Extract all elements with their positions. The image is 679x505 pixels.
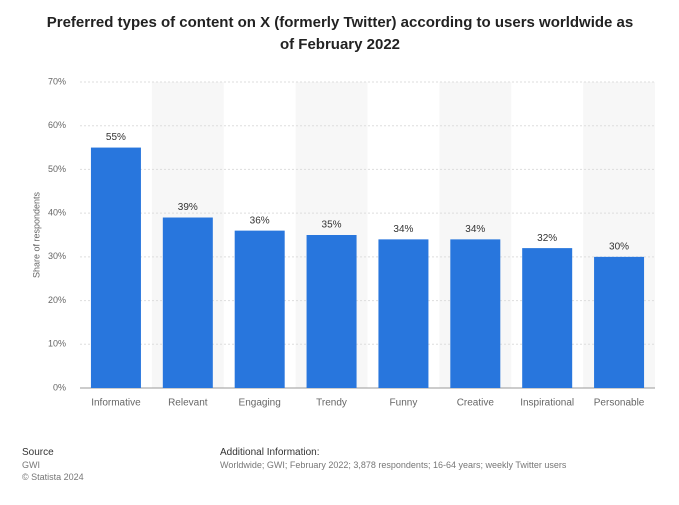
bar xyxy=(306,235,357,388)
chart: Share of respondents 0% 10% 20% 30% 40% 50% 60… xyxy=(31,76,655,409)
y-tick-label: 50% xyxy=(48,164,66,174)
copyright: © Statista 2024 xyxy=(22,472,84,482)
info-label: Additional Information: xyxy=(220,447,320,458)
source-block: Source GWI © Statista 2024 xyxy=(22,447,84,483)
value-label: 34% xyxy=(465,224,485,235)
source-label: Source xyxy=(22,447,54,458)
bar xyxy=(162,217,213,388)
value-label: 32% xyxy=(537,233,557,244)
value-label: 35% xyxy=(322,220,342,231)
y-tick-label: 10% xyxy=(48,339,66,349)
bar xyxy=(450,239,501,388)
source: GWI xyxy=(22,460,40,470)
bar xyxy=(594,256,645,388)
x-tick-label: Engaging xyxy=(239,398,281,409)
y-tick-label: 40% xyxy=(48,208,66,218)
bar xyxy=(234,230,285,388)
x-tick-label: Personable xyxy=(594,398,645,409)
x-tick-label: Relevant xyxy=(168,398,208,409)
value-label: 55% xyxy=(106,132,126,143)
value-label: 34% xyxy=(393,224,413,235)
info-block: Additional Information: Worldwide; GWI; … xyxy=(220,447,566,471)
y-tick-label: 20% xyxy=(48,295,66,305)
x-tick-label: Informative xyxy=(91,398,141,409)
bar xyxy=(378,239,429,388)
x-tick-label: Inspirational xyxy=(520,398,574,409)
value-label: 30% xyxy=(609,241,629,252)
info: Worldwide; GWI; February 2022; 3,878 res… xyxy=(220,460,567,470)
y-tick-label: 0% xyxy=(53,382,66,392)
y-tick-label: 60% xyxy=(48,120,66,130)
bar xyxy=(522,248,573,388)
bar xyxy=(90,147,141,388)
value-label: 36% xyxy=(250,215,270,226)
x-tick-label: Funny xyxy=(390,398,418,409)
y-tick-label: 30% xyxy=(48,251,66,261)
y-axis-label: Share of respondents xyxy=(31,191,41,278)
x-tick-label: Creative xyxy=(457,398,495,409)
value-label: 39% xyxy=(178,202,198,213)
chart-title: Preferred types of content on X (formerl… xyxy=(46,14,634,53)
x-tick-label: Trendy xyxy=(316,398,347,409)
y-tick-label: 70% xyxy=(48,76,66,86)
